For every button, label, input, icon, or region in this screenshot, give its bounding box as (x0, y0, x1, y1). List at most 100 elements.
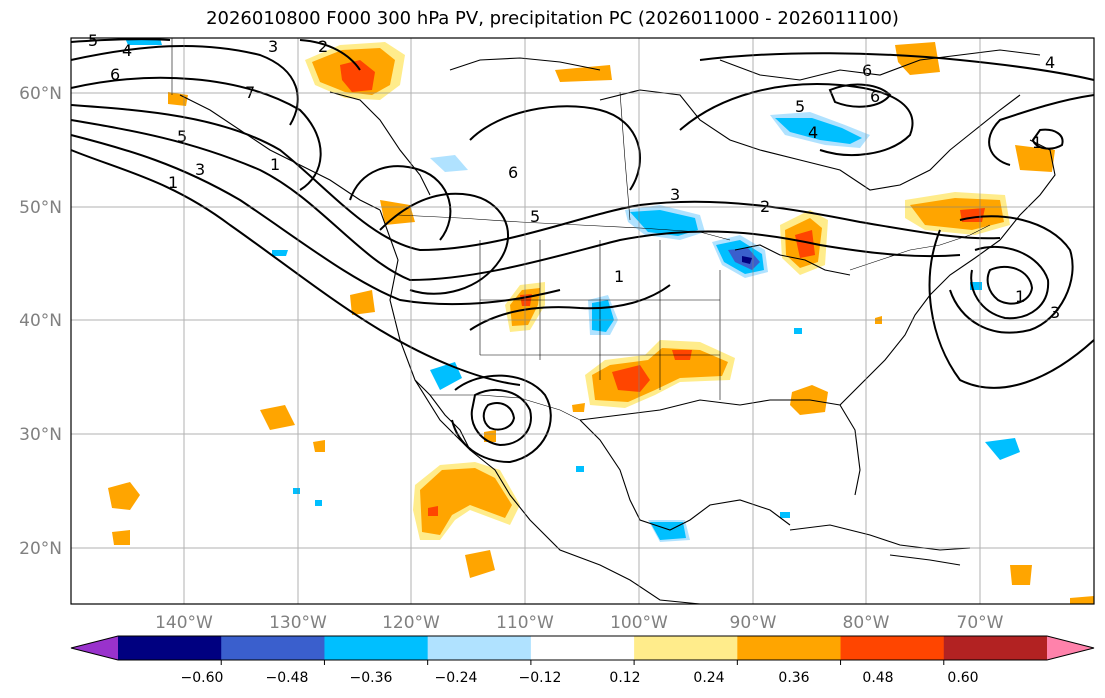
pv-label-3c: 3 (1050, 303, 1060, 322)
colorbar-labels: −0.60 −0.48 −0.36 −0.24 −0.12 0.12 0.24 … (181, 670, 979, 686)
colorbar-extend-max (1047, 636, 1094, 660)
colorbar-label-5: 0.12 (609, 670, 640, 686)
pv-label-6c: 6 (862, 61, 872, 80)
pacific-coast-mexico (379, 209, 701, 605)
colorbar-segment (634, 636, 738, 660)
pv-label-4c: 4 (1045, 53, 1055, 72)
precip-positive-caribbean (1010, 565, 1032, 585)
precip-positive-mexico-pacific (413, 462, 520, 540)
atlantic-coast (839, 239, 1001, 406)
pv-label-3d: 3 (670, 185, 680, 204)
lat-label-40n: 40°N (19, 311, 62, 331)
colorbar-segment (943, 636, 1048, 660)
lat-label-50n: 50°N (19, 198, 62, 218)
colorbar-segment (221, 636, 325, 660)
colorbar-segment (530, 636, 635, 660)
precip-positive-se-corner (1070, 596, 1094, 604)
colorbar-label-3: −0.24 (435, 670, 478, 686)
precip-negative-pacific-tiny-1 (293, 488, 300, 494)
pv-cutoff-low-inner (482, 402, 516, 431)
colorbar-label-4: −0.12 (519, 670, 562, 686)
precip-negative-kentucky (794, 328, 802, 334)
precip-negative-yucatan (780, 512, 790, 518)
pv-ridge-6 (469, 105, 641, 191)
longitude-labels: 140°W 130°W 120°W 110°W 100°W 90°W 80°W … (155, 613, 1004, 633)
pv-label-2: 2 (318, 37, 328, 56)
colorbar-segment (737, 636, 842, 660)
colorbar-label-2: −0.36 (350, 670, 393, 686)
pv-newfoundland-small (1031, 128, 1064, 150)
pv-label-1: 1 (168, 173, 178, 192)
pv-newfoundland-1 (988, 94, 1095, 166)
precip-positive-labrador (895, 42, 940, 75)
alaska-south-coast (179, 94, 381, 211)
precip-positive-hawaii-south (112, 530, 130, 545)
pv-label-3: 3 (195, 160, 205, 179)
lon-label-70w: 70°W (957, 613, 1004, 633)
precip-negative-arizona (430, 362, 462, 390)
precipitation-shading (108, 38, 1094, 604)
precip-positive-oregon (350, 290, 375, 315)
precip-positive-pacific-north (168, 92, 188, 106)
precip-negative-pacific-nw (272, 250, 288, 256)
pv-contour-5 (70, 119, 961, 282)
pv-label-6d: 6 (870, 87, 880, 106)
lat-label-60n: 60°N (19, 84, 62, 104)
pv-hudson-loop-6 (828, 83, 892, 108)
colorbar-label-0: −0.60 (181, 670, 224, 686)
colorbar-ticks (220, 660, 945, 665)
lon-label-120w: 120°W (382, 613, 440, 633)
pv-contour-1-mid (469, 284, 671, 331)
pv-arctic-4 (699, 52, 1095, 81)
precip-positive-newfoundland (1015, 145, 1055, 172)
latitude-labels: 60°N 50°N 40°N 30°N 20°N (19, 84, 62, 559)
precip-positive-mexico-south (465, 550, 495, 578)
precip-positive-hawaii-north (108, 482, 140, 510)
colorbar-label-1: −0.48 (266, 670, 309, 686)
precip-negative-bc-interior (430, 155, 468, 172)
coastlines (179, 49, 1056, 605)
precip-positive-pacific-small (313, 440, 325, 452)
colorbar-segment (840, 636, 945, 660)
pv-label-5c: 5 (530, 207, 540, 226)
pv-atlantic-low-mid (970, 245, 1050, 320)
caribbean-islands (789, 524, 971, 551)
gulf-coast-us (579, 399, 841, 421)
lon-label-80w: 80°W (843, 613, 890, 633)
colorbar-outline (70, 635, 1095, 661)
province-line (619, 91, 631, 221)
us-canada-border-east (849, 224, 991, 271)
pv-label-4b: 4 (808, 123, 818, 142)
chart-title: 2026010800 F000 300 hPa PV, precipitatio… (206, 8, 899, 29)
colorbar-label-6: 0.24 (693, 670, 724, 686)
pv-atlantic-3 (928, 229, 1095, 389)
pv-cutoff-low-ring (451, 374, 552, 464)
pv-contour-7 (70, 76, 322, 191)
pv-label-1e: 1 (1015, 287, 1025, 306)
pv-label-6b: 6 (508, 163, 518, 182)
colorbar-segment (427, 636, 532, 660)
arctic-coast-east (719, 49, 1041, 81)
graticule (71, 38, 1094, 604)
colorbar-segments (71, 636, 1094, 660)
precip-negative-dakotas (630, 210, 698, 236)
colorbar-extend-min (71, 636, 118, 660)
colorbar-segment (324, 636, 429, 660)
precip-negative-hudson (775, 118, 862, 144)
pv-contour-5-nw (70, 38, 171, 43)
precip-negative-atlantic (985, 438, 1020, 460)
precip-positive-texas-small (572, 403, 585, 412)
precip-positive-bc-coast (380, 200, 415, 225)
pv-atlantic-low-inner (986, 265, 1034, 305)
arctic-islands (449, 57, 601, 71)
pv-label-1d: 1 (1032, 133, 1042, 152)
hudson-bay-coast (599, 89, 1021, 191)
lat-label-30n: 30°N (19, 425, 62, 445)
hispaniola (889, 554, 961, 566)
lon-label-110w: 110°W (496, 613, 554, 633)
pv-label-4: 4 (122, 41, 132, 60)
precip-positive-alaska (305, 42, 405, 100)
lon-label-140w: 140°W (155, 613, 213, 633)
pv-loop-bc (379, 192, 510, 295)
colorbar-label-9: 0.60 (947, 670, 978, 686)
